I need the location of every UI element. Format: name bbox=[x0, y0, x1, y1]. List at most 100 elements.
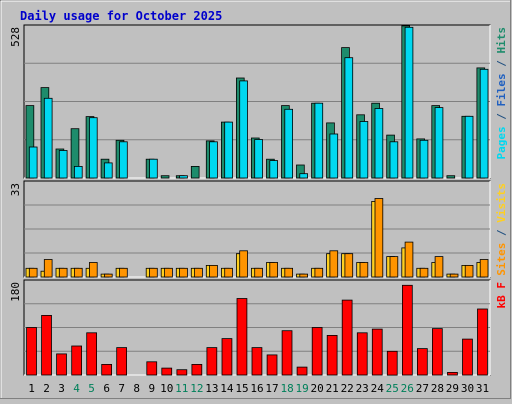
bar-visits-sites-day-25 bbox=[389, 256, 399, 278]
bar-visits-sites-day-30 bbox=[464, 264, 474, 278]
bar-kbytes-kb-f-day-7 bbox=[116, 347, 127, 376]
bar-visits-sites-day-16 bbox=[254, 267, 263, 278]
bar-visits-sites-day-5 bbox=[89, 262, 98, 278]
bar-hits-files-day-1 bbox=[28, 146, 38, 179]
legend-label: Pages bbox=[495, 126, 508, 159]
bar-visits-sites-day-7 bbox=[119, 267, 128, 278]
bar-visits-sites-day-17 bbox=[269, 262, 278, 278]
bar-visits-sites-day-29 bbox=[449, 273, 459, 278]
bar-kbytes-kb-f-day-1 bbox=[26, 327, 37, 376]
bar-kbytes-kb-f-day-26 bbox=[401, 284, 413, 376]
bar-kbytes-kb-f-day-17 bbox=[266, 354, 278, 376]
x-tick-label: 24 bbox=[371, 382, 385, 395]
x-tick-label: 8 bbox=[133, 382, 140, 395]
bar-visits-sites-day-23 bbox=[359, 262, 369, 278]
bar-kbytes-kb-f-day-27 bbox=[416, 348, 428, 376]
panel-kbytes: 180 kB F bbox=[9, 279, 508, 376]
x-tick-label: 14 bbox=[220, 382, 234, 395]
bar-hits-files-day-11 bbox=[179, 175, 188, 179]
bar-kbytes-kb-f-day-24 bbox=[371, 328, 383, 376]
x-tick-label: 7 bbox=[118, 382, 125, 395]
x-tick-label: 3 bbox=[58, 382, 65, 395]
bar-hits-files-day-14 bbox=[224, 121, 233, 179]
bar-hits-files-day-27 bbox=[419, 139, 429, 179]
x-tick-label: 2 bbox=[43, 382, 50, 395]
legend-label: / bbox=[495, 107, 508, 127]
x-tick-label: 9 bbox=[148, 382, 155, 395]
bar-visits-sites-day-27 bbox=[419, 267, 429, 278]
bar-kbytes-kb-f-day-23 bbox=[356, 332, 368, 376]
panel-hits: 528 Pages / Files / Hits bbox=[9, 24, 508, 179]
bar-visits-sites-day-11 bbox=[179, 267, 188, 278]
bar-hits-files-day-16 bbox=[254, 139, 263, 179]
bar-hits-files-day-30 bbox=[464, 115, 474, 179]
bar-hits-files-day-21 bbox=[329, 133, 339, 179]
bar-visits-sites-day-15 bbox=[239, 250, 248, 278]
panel-visits: 33 Sites / Visits bbox=[9, 180, 508, 278]
bar-hits-hits-day-10 bbox=[160, 175, 170, 179]
bar-visits-sites-day-18 bbox=[284, 267, 293, 278]
bar-visits-sites-day-4 bbox=[74, 267, 83, 278]
bar-kbytes-kb-f-day-28 bbox=[431, 328, 443, 376]
bar-kbytes-kb-f-day-13 bbox=[206, 347, 218, 376]
x-tick-label: 23 bbox=[356, 382, 369, 395]
x-tick-label: 5 bbox=[88, 382, 95, 395]
legend-label: / bbox=[495, 223, 508, 243]
bar-kbytes-kb-f-day-31 bbox=[477, 308, 488, 376]
bar-hits-hits-day-29 bbox=[446, 175, 456, 179]
bar-hits-hits-day-12 bbox=[190, 165, 200, 179]
x-tick-label: 30 bbox=[461, 382, 474, 395]
x-tick-label: 19 bbox=[295, 382, 308, 395]
bar-hits-files-day-23 bbox=[359, 121, 369, 179]
bar-hits-files-day-20 bbox=[314, 102, 324, 179]
bar-kbytes-kb-f-day-3 bbox=[56, 353, 67, 376]
bar-visits-sites-day-14 bbox=[224, 267, 233, 278]
x-tick-label: 13 bbox=[205, 382, 218, 395]
bar-kbytes-kb-f-day-2 bbox=[41, 314, 52, 376]
bar-visits-sites-day-6 bbox=[104, 273, 113, 278]
bar-kbytes-kb-f-day-5 bbox=[86, 332, 97, 376]
panel-kbytes-legend: kB F bbox=[495, 282, 508, 309]
panel-hits-legend: Pages / Files / Hits bbox=[495, 27, 508, 160]
bar-kbytes-kb-f-day-10 bbox=[161, 367, 173, 376]
bar-kbytes-kb-f-day-11 bbox=[176, 369, 188, 376]
x-tick-label: 15 bbox=[235, 382, 248, 395]
bar-kbytes-kb-f-day-9 bbox=[146, 361, 158, 376]
bar-visits-sites-day-3 bbox=[58, 267, 68, 278]
bar-kbytes-kb-f-day-6 bbox=[101, 363, 112, 376]
bar-visits-sites-day-1 bbox=[28, 267, 38, 278]
x-tick-label: 29 bbox=[446, 382, 459, 395]
bar-kbytes-kb-f-day-21 bbox=[326, 334, 338, 376]
bar-visits-sites-day-13 bbox=[209, 264, 218, 278]
bar-kbytes-kb-f-day-25 bbox=[386, 350, 398, 376]
panel-kbytes-ymax-label: 180 bbox=[9, 282, 22, 302]
bar-hits-files-day-9 bbox=[149, 158, 158, 179]
bar-visits-sites-day-12 bbox=[194, 267, 203, 278]
x-tick-label: 11 bbox=[175, 382, 188, 395]
bar-hits-files-day-31 bbox=[479, 68, 489, 179]
bar-kbytes-kb-f-day-29 bbox=[447, 371, 458, 376]
bar-hits-files-day-28 bbox=[434, 107, 444, 179]
x-tick-label: 4 bbox=[73, 382, 80, 395]
x-tick-label: 10 bbox=[160, 382, 173, 395]
panel-visits-ymax-label: 33 bbox=[9, 183, 22, 196]
x-tick-label: 12 bbox=[190, 382, 203, 395]
legend-label: / bbox=[495, 54, 508, 74]
bar-hits-files-day-4 bbox=[74, 165, 83, 179]
bar-hits-files-day-15 bbox=[239, 80, 248, 179]
x-tick-label: 25 bbox=[386, 382, 399, 395]
bar-visits-sites-day-22 bbox=[344, 253, 354, 278]
x-tick-label: 31 bbox=[476, 382, 489, 395]
bar-visits-sites-day-19 bbox=[299, 273, 308, 278]
bar-hits-files-day-3 bbox=[58, 150, 68, 179]
bar-hits-files-day-19 bbox=[299, 173, 308, 179]
bar-kbytes-kb-f-day-12 bbox=[191, 363, 203, 376]
chart-panels: 528 Pages / Files / Hits 33 Sites / Visits 1… bbox=[9, 24, 508, 376]
panel-hits-ymax-label: 528 bbox=[9, 27, 22, 47]
bar-visits-sites-day-26 bbox=[404, 241, 414, 278]
bar-visits-sites-day-9 bbox=[149, 267, 158, 278]
x-tick-label: 22 bbox=[341, 382, 354, 395]
bar-visits-sites-day-21 bbox=[329, 250, 339, 278]
